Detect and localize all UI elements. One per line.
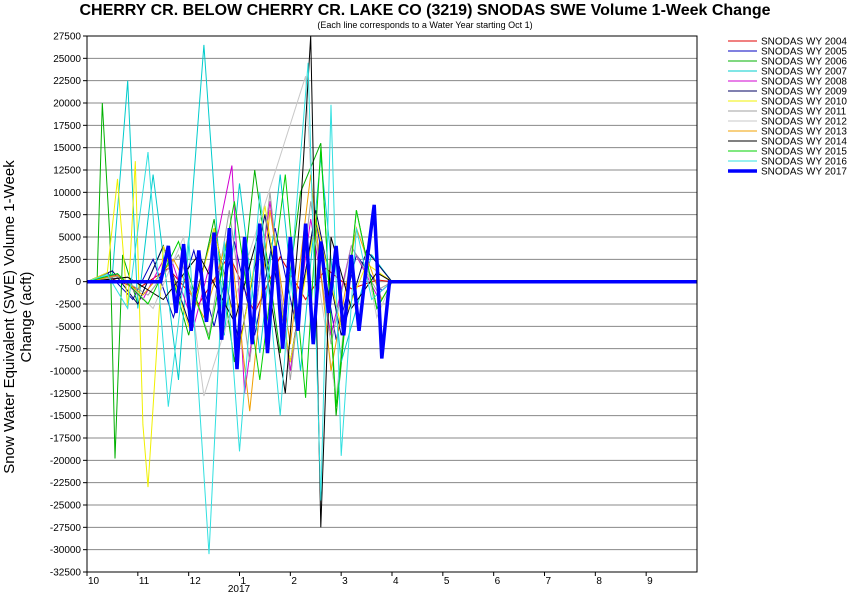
x-year-label: 2017 (228, 584, 251, 595)
chart-title: CHERRY CR. BELOW CHERRY CR. LAKE CO (321… (79, 2, 771, 19)
y-tick-label: 25000 (53, 54, 81, 65)
y-tick-label: 10000 (53, 188, 81, 199)
legend-entry: SNODAS WY 2008 (761, 77, 847, 88)
y-tick-label: -32500 (50, 568, 82, 579)
y-tick-label: 22500 (53, 76, 81, 87)
y-tick-label: -22500 (50, 478, 82, 489)
x-tick-labels: 10 11 12 1 2 3 4 5 6 7 8 9 (86, 572, 653, 587)
y-tick-label: -2500 (55, 300, 81, 311)
y-tick-label: -15000 (50, 411, 82, 422)
y-tick-label: -17500 (50, 434, 82, 445)
legend-entry: SNODAS WY 2010 (761, 97, 847, 108)
y-tick-label: 0 (75, 277, 81, 288)
series-line-4 (86, 44, 697, 380)
y-tick-label: -7500 (55, 344, 81, 355)
y-tick-label: -27500 (50, 523, 82, 534)
x-tick-label: 5 (444, 576, 450, 587)
chart-subtitle: (Each line corresponds to a Water Year s… (317, 20, 533, 30)
y-tick-label: -5000 (55, 322, 81, 333)
y-tick-label: -20000 (50, 456, 82, 467)
x-tick-label: 3 (342, 576, 348, 587)
y-tick-label: 15000 (53, 143, 81, 154)
x-tick-label: 4 (393, 576, 399, 587)
x-tick-label: 6 (495, 576, 501, 587)
x-tick-label: 9 (647, 576, 653, 587)
legend-entry: SNODAS WY 2014 (761, 137, 847, 148)
y-tick-label: 17500 (53, 121, 81, 132)
x-tick-label: 7 (546, 576, 552, 587)
x-tick-label: 12 (190, 576, 202, 587)
legend-entry: SNODAS WY 2015 (761, 147, 847, 158)
legend-entry: SNODAS WY 2011 (761, 107, 847, 118)
y-tick-label: -10000 (50, 367, 82, 378)
x-tick-label: 8 (596, 576, 602, 587)
y-tick-label: 5000 (59, 233, 82, 244)
series-line-14 (87, 204, 697, 370)
series-line-13 (86, 62, 697, 555)
legend-entry: SNODAS WY 2009 (761, 87, 847, 98)
y-tick-label: -30000 (50, 545, 82, 556)
x-tick-label: 2 (291, 576, 297, 587)
y-tick-label: -25000 (50, 501, 82, 512)
y-tick-label: -12500 (50, 389, 82, 400)
y-tick-labels: 2750025000225002000017500150001250010000… (50, 32, 87, 579)
legend-entry: SNODAS WY 2007 (761, 67, 847, 78)
y-tick-label: 7500 (59, 210, 82, 221)
x-tick-label: 1 (241, 576, 247, 587)
y-tick-label: 27500 (53, 32, 81, 43)
y-tick-label: 2500 (59, 255, 82, 266)
legend-entry: SNODAS WY 2013 (761, 127, 847, 138)
x-tick-label: 10 (88, 576, 100, 587)
legend-entry: SNODAS WY 2017 (761, 167, 847, 178)
legend-entry: SNODAS WY 2006 (761, 57, 847, 68)
legend-entry: SNODAS WY 2005 (761, 47, 847, 58)
legend-entry: SNODAS WY 2004 (761, 37, 847, 48)
y-tick-label: 20000 (53, 99, 81, 110)
series-layer (86, 35, 697, 555)
y-tick-label: 12500 (53, 166, 81, 177)
legend-entry: SNODAS WY 2016 (761, 157, 847, 168)
legend-entry: SNODAS WY 2012 (761, 117, 847, 128)
x-tick-label: 11 (139, 576, 150, 587)
